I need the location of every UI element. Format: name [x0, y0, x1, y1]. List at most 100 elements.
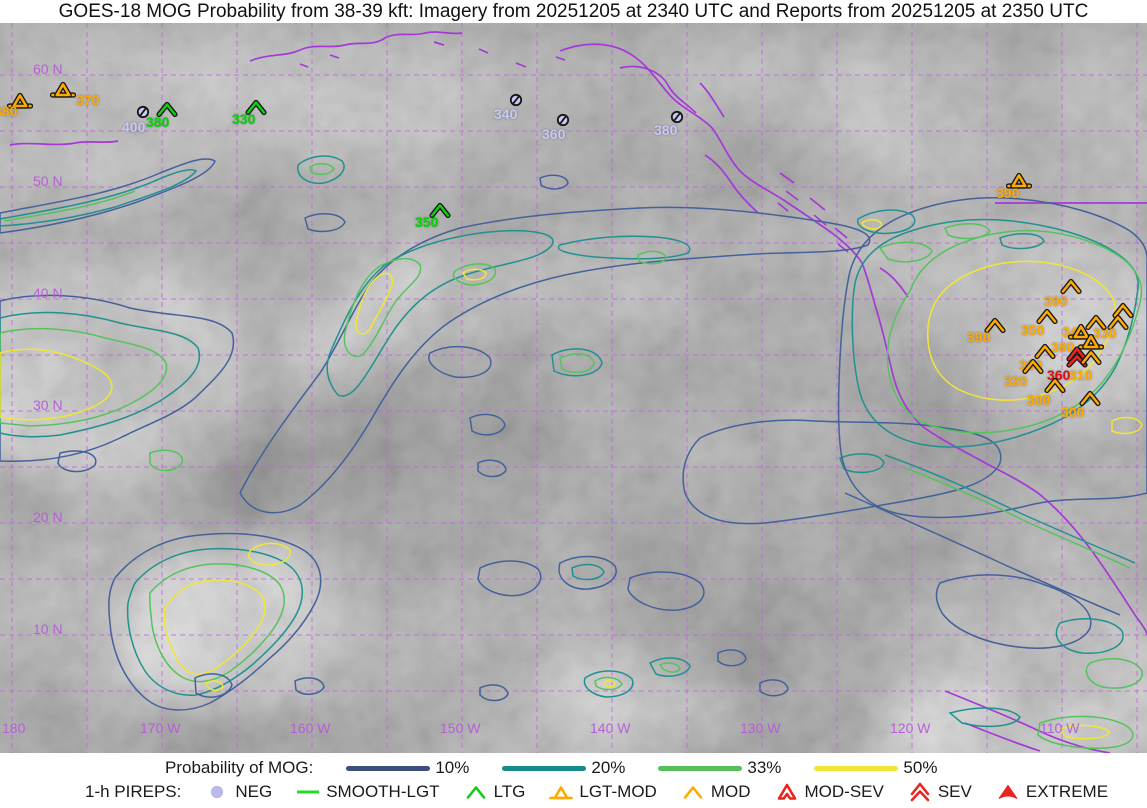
pirep-mod-icon	[1034, 303, 1060, 329]
pirep-flight-level: 300	[1027, 392, 1051, 408]
pirep-mod-icon	[982, 312, 1008, 338]
pirep-flight-level: 370	[76, 92, 100, 108]
pirep-flight-level: 360	[542, 126, 566, 142]
pirep-mod-sev-legend-icon	[777, 783, 796, 800]
pirep-legend-label: 1-h PIREPS:	[85, 782, 182, 801]
probability-legend-value: 33%	[747, 758, 782, 777]
pirep-extreme-legend-icon	[998, 784, 1018, 799]
probability-legend-item: 20%	[502, 758, 625, 778]
pirep-flight-level: 310	[1069, 367, 1093, 383]
probability-contours	[0, 155, 1147, 749]
pirep-lgt-mod-icon	[1077, 328, 1105, 354]
latitude-label: 30 N	[33, 397, 63, 413]
page-title: GOES-18 MOG Probability from 38-39 kft: …	[58, 1, 1089, 22]
pirep-legend-item: MOD	[680, 781, 751, 803]
pirep-ltg-icon	[154, 96, 180, 122]
pirep-legend-value: EXTREME	[1025, 782, 1109, 801]
probability-contour-swatch	[502, 765, 587, 771]
pirep-flight-level: 330	[232, 111, 256, 127]
longitude-label: 180	[2, 720, 26, 736]
pirep-neg-icon	[550, 107, 576, 133]
pirep-mod-icon	[1078, 344, 1104, 370]
pirep-mod-icon	[1083, 309, 1109, 335]
pirep-legend-item: SEV	[907, 781, 972, 803]
coastline-layer	[9, 31, 1147, 753]
longitude-label: 110 W	[1040, 720, 1080, 736]
probability-contour-swatch	[658, 765, 743, 771]
pirep-lgt-mod-icon	[6, 87, 34, 113]
probability-legend-item: 50%	[814, 758, 937, 778]
pirep-flight-level: 300	[1061, 404, 1085, 420]
graticule	[0, 23, 1147, 753]
longitude-label: 130 W	[740, 720, 781, 736]
pirep-legend-value: MOD-SEV	[804, 782, 884, 801]
probability-legend-item: 33%	[658, 758, 781, 778]
pirep-mod-icon	[1042, 372, 1068, 398]
pirep-mod-icon	[1032, 338, 1058, 364]
pirep-legend-value: LGT-MOD	[579, 782, 657, 801]
pirep-flight-level: 390	[967, 329, 991, 345]
pirep-mod-icon	[1105, 309, 1131, 335]
pirep-legend-item: MOD-SEV	[774, 781, 884, 803]
pirep-sev-legend-icon	[910, 782, 930, 802]
pirep-neg-icon	[664, 104, 690, 130]
pirep-lgt-mod-icon	[1005, 167, 1033, 193]
latitude-label: 10 N	[33, 621, 63, 637]
pirep-flight-level: 390	[1044, 293, 1068, 309]
legend: Probability of MOG: 10% 20% 33% 50% 1-h PIR…	[0, 753, 1147, 808]
latitude-label: 40 N	[33, 285, 63, 301]
pirep-mod-legend-icon	[683, 786, 703, 799]
pirep-neg-icon	[503, 87, 529, 113]
latitude-label: 50 N	[33, 173, 63, 189]
pirep-lgt-mod-legend-icon	[549, 786, 574, 800]
probability-legend-row: Probability of MOG: 10% 20% 33% 50%	[165, 758, 937, 778]
pirep-legend-value: SMOOTH-LGT	[326, 782, 440, 801]
pirep-legend-row: 1-h PIREPS: NEG SMOOTH-LGT LTG LGT-MOD MOD MO…	[85, 782, 1108, 802]
longitude-label: 120 W	[890, 720, 931, 736]
probability-legend-value: 20%	[591, 758, 626, 777]
pirep-flight-level: 380	[1051, 339, 1075, 355]
pirep-flight-level: 380	[0, 103, 18, 119]
pirep-mod-icon	[1058, 273, 1084, 299]
pirep-flight-level: 390	[996, 185, 1020, 201]
latitude-label: 20 N	[33, 509, 63, 525]
pirep-mod-icon	[1110, 297, 1136, 323]
longitude-label: 170 W	[140, 720, 181, 736]
pirep-flight-level: 350	[1021, 322, 1045, 338]
pirep-mod-icon	[1020, 353, 1046, 379]
pirep-ltg-icon	[427, 197, 453, 223]
pirep-neg-icon	[130, 99, 156, 125]
pirep-ltg-legend-icon	[466, 786, 485, 799]
probability-contour-swatch	[814, 765, 899, 771]
pirep-neg-legend-icon	[211, 785, 224, 799]
pirep-flight-level: 360	[1047, 367, 1071, 383]
pirep-lgt-mod-icon	[49, 76, 77, 102]
pirep-flight-level: 340	[494, 106, 518, 122]
longitude-label: 150 W	[440, 720, 481, 736]
pirep-legend-value: MOD	[710, 782, 751, 801]
pirep-flight-level: 380	[654, 122, 678, 138]
pirep-line-legend-icon	[297, 790, 320, 794]
pirep-flight-level: 320	[1004, 373, 1028, 389]
pirep-ltg-icon	[243, 94, 269, 120]
satellite-map: 60 N 50 N 40 N 30 N 20 N 10 N 180 170 W 160 W 150…	[0, 23, 1147, 753]
probability-legend-value: 50%	[903, 758, 938, 777]
pirep-legend-value: NEG	[235, 782, 273, 801]
pirep-flight-level: 400	[122, 119, 146, 135]
pirep-legend-item: EXTREME	[995, 781, 1108, 803]
probability-legend-item: 10%	[346, 758, 469, 778]
pirep-legend-item: NEG	[204, 781, 272, 803]
pirep-flight-level: 380	[146, 114, 170, 130]
longitude-label: 140 W	[590, 720, 631, 736]
pirep-legend-item: LTG	[463, 781, 526, 803]
pirep-flight-level: 350	[415, 214, 439, 230]
pirep-legend-value: LTG	[493, 782, 526, 801]
pirep-legend-item: SMOOTH-LGT	[295, 781, 440, 803]
pirep-legend-item: LGT-MOD	[548, 781, 657, 803]
probability-contour-swatch	[346, 765, 431, 771]
pirep-mod-icon	[1077, 385, 1103, 411]
latitude-label: 60 N	[33, 61, 63, 77]
pirep-legend-value: SEV	[937, 782, 972, 801]
probability-legend-label: Probability of MOG:	[165, 758, 314, 777]
